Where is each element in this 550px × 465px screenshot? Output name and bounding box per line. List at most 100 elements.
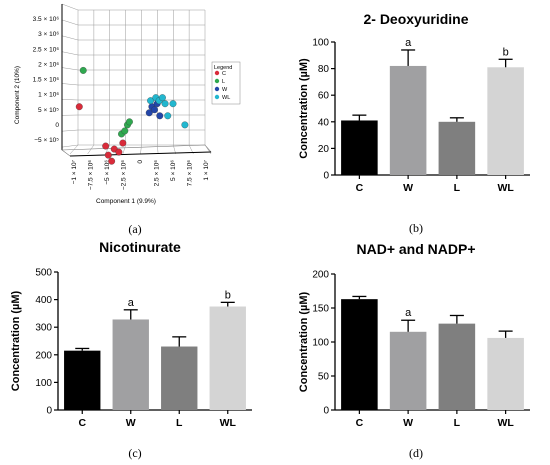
bar-W	[112, 319, 149, 410]
y-tick-label: 100	[35, 378, 52, 389]
pca-x-tick-label: −7.5 × 10⁶	[88, 160, 95, 190]
legend-label-W: W	[222, 87, 228, 93]
legend-label-C: C	[222, 71, 226, 77]
pca-panel: 3.5 × 10⁶ 3 × 10⁶ 2.5 × 10⁶ 2 × 10⁶ 1.5 × 10…	[14, 3, 241, 205]
bar-chart-deoxyuridine: 2- Deoxyuridine Concentration (µM) 0 20 40…	[298, 11, 530, 194]
legend-title: Legend	[214, 65, 232, 71]
bar-C	[64, 350, 101, 410]
bar-chart-nad: NAD+ and NADP+ Concentration (µM) 0 50 100…	[298, 241, 530, 429]
y-tick-label: 500	[35, 268, 52, 279]
legend-marker-L	[214, 78, 220, 84]
pca-point-WL	[164, 112, 172, 120]
panel-label-a: (a)	[128, 222, 141, 236]
y-axis-label: Concentration (µM)	[298, 291, 310, 392]
bar-WL	[487, 67, 524, 175]
y-tick-label: 300	[35, 323, 52, 334]
pca-legend: Legend CLW WL	[211, 61, 241, 105]
pca-x-axis	[69, 151, 212, 157]
x-tick-label-WL: WL	[497, 417, 514, 429]
pca-point-W	[156, 112, 164, 120]
pca-points	[75, 66, 189, 165]
significance-label-W: a	[128, 297, 135, 309]
pca-y-tick-label: 1 × 10⁶	[38, 92, 59, 99]
y-tick-label: 400	[35, 295, 52, 306]
grid-line	[87, 144, 95, 155]
y-tick-label: 200	[35, 350, 52, 361]
pca-point-W	[145, 109, 153, 117]
pca-y-tick-label: −5 × 10⁵	[34, 137, 59, 144]
y-tick-label: 100	[312, 338, 329, 349]
chart-title: Nicotinurate	[99, 239, 181, 255]
bar-C	[341, 120, 378, 175]
pca-x-tick-label: −5 × 10⁶	[104, 160, 111, 185]
grid-line	[61, 144, 79, 148]
y-tick-label: 100	[312, 38, 329, 49]
x-tick-label-WL: WL	[220, 417, 237, 429]
grid-line	[140, 144, 142, 155]
significance-label-W: a	[405, 307, 412, 319]
bar-WL	[209, 306, 246, 410]
x-tick-label-WL: WL	[497, 182, 514, 194]
pca-point-C	[115, 148, 123, 156]
pca-y-tick-label: 5 × 10⁵	[38, 107, 59, 114]
y-tick-label: 0	[46, 406, 52, 417]
pca-point-WL	[158, 94, 166, 102]
pca-y-tick-label: 2.5 × 10⁶	[33, 46, 60, 53]
pca-y-tick-label: 3.5 × 10⁶	[33, 16, 60, 23]
y-tick-label: 40	[318, 117, 330, 128]
pca-x-tick-label: 5 × 10⁶	[170, 160, 177, 181]
x-tick-label-W: W	[403, 417, 413, 429]
bar-W	[389, 65, 427, 175]
pca-x-axis-label: Component 1 (9.9%)	[96, 198, 156, 205]
pca-point-WL	[161, 100, 169, 108]
grid-line	[61, 67, 79, 71]
pca-y-axis-label: Component 2 (10%)	[14, 66, 21, 124]
y-tick-label: 60	[318, 91, 330, 102]
pca-x-tick-label: 1 × 10⁷	[203, 159, 210, 180]
chart-title: NAD+ and NADP+	[356, 241, 475, 257]
bar-C	[341, 299, 378, 410]
pca-point-C	[104, 151, 112, 159]
legend-marker-WL	[214, 94, 220, 100]
y-axis-label: Concentration (µM)	[298, 58, 310, 159]
pca-x-tick-label: 2.5 × 10⁶	[154, 160, 161, 187]
pca-y-tick-label: 0	[55, 122, 59, 129]
pca-point-C	[119, 139, 127, 147]
bar-L	[438, 121, 476, 175]
x-tick-label-C: C	[356, 417, 364, 429]
pca-point-C	[75, 103, 83, 111]
grid-line	[173, 144, 176, 155]
back-wall	[62, 4, 205, 150]
bar-WL	[487, 337, 524, 410]
legend-label-L: L	[222, 79, 225, 85]
pca-point-L	[125, 118, 133, 126]
grid-line	[122, 144, 126, 155]
pca-point-C	[102, 142, 110, 150]
grid-line	[61, 35, 79, 41]
y-tick-label: 50	[318, 372, 330, 383]
legend-label-WL: WL	[222, 95, 230, 101]
x-tick-label-C: C	[356, 182, 364, 194]
pca-point-WL	[169, 100, 177, 108]
legend-marker-W	[214, 86, 220, 92]
y-tick-label: 20	[318, 144, 330, 155]
bar-chart-nicotinurate: Nicotinurate Concentration (µM) 0 100 200 3…	[10, 239, 252, 429]
x-tick-label-L: L	[454, 417, 461, 429]
pca-point-C	[108, 157, 116, 165]
pca-point-L	[79, 66, 87, 74]
y-tick-label: 0	[323, 171, 329, 182]
x-tick-label-W: W	[403, 182, 413, 194]
pca-point-W	[151, 106, 158, 114]
significance-label-W: a	[405, 37, 412, 49]
pca-y-tick-label: 3 × 10⁶	[38, 31, 59, 38]
pca-point-WL	[181, 121, 189, 129]
pca-x-tick-label: 7.5 × 10⁶	[187, 160, 194, 187]
grid-line	[157, 144, 159, 155]
x-tick-label-L: L	[176, 417, 183, 429]
grid-line	[61, 3, 79, 11]
pca-x-tick-label: −1 × 10⁷	[71, 159, 78, 184]
grid-line	[61, 99, 79, 101]
grid-line	[69, 144, 79, 155]
y-tick-label: 200	[312, 270, 329, 281]
